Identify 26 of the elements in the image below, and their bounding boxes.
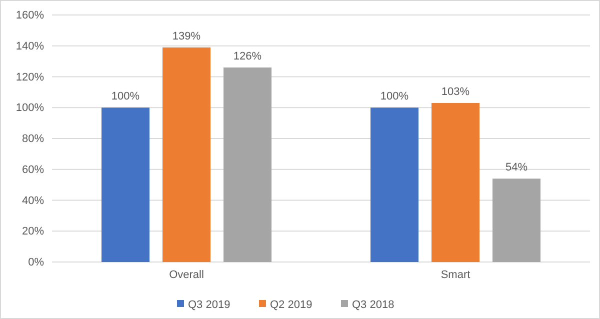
y-tick-label: 20% xyxy=(22,226,44,238)
bar xyxy=(370,108,418,262)
legend-label: Q3 2018 xyxy=(352,299,394,311)
text: 100% xyxy=(111,90,140,103)
bar xyxy=(162,47,210,262)
text: 126% xyxy=(233,50,262,62)
y-tick-label: 0% xyxy=(28,256,44,269)
text: 139% xyxy=(172,30,201,42)
text: 103% xyxy=(441,86,470,98)
bar xyxy=(224,67,272,262)
y-tick-label: 40% xyxy=(22,194,44,207)
y-tick-label: 60% xyxy=(22,164,44,176)
y-tick-label: 120% xyxy=(16,71,44,84)
legend-label: Q2 2019 xyxy=(270,299,312,311)
text: 100% xyxy=(380,90,409,103)
x-tick-label: Smart xyxy=(440,268,470,281)
bar xyxy=(102,108,150,262)
legend-label: Q3 2019 xyxy=(188,299,230,311)
x-tick-label: Overall xyxy=(169,268,204,281)
y-tick-label: 140% xyxy=(16,40,44,52)
text: 54% xyxy=(505,162,528,174)
bar xyxy=(492,178,540,262)
y-tick-label: 80% xyxy=(22,133,44,146)
y-tick-label: 100% xyxy=(16,102,44,114)
y-tick-label: 160% xyxy=(16,10,44,22)
bar xyxy=(432,102,480,262)
